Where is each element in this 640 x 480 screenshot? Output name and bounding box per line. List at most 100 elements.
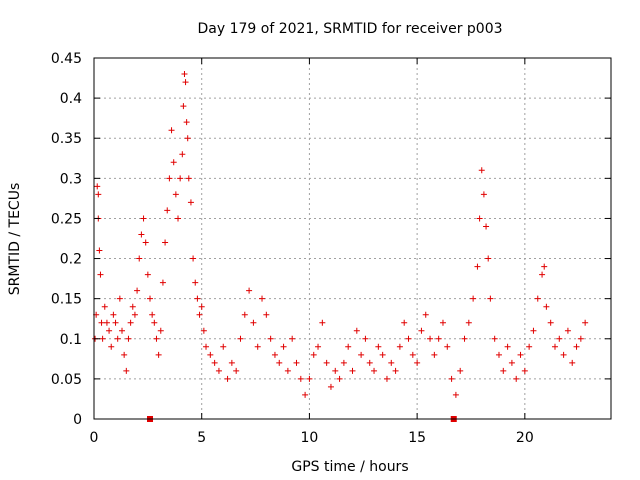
data-point [526,343,533,350]
plot-frame [93,57,612,420]
data-point [569,359,576,366]
data-point [414,359,421,366]
data-point [297,375,304,382]
data-point [504,343,511,350]
grid-lines [94,58,611,419]
data-point [116,295,123,302]
data-point [162,239,169,246]
data-point [577,335,584,342]
data-point [224,375,231,382]
data-point [119,327,126,334]
data-point [476,215,483,222]
data-point [215,367,222,374]
data-point [184,135,191,142]
data-point [439,319,446,326]
data-point [203,343,210,350]
data-point [250,319,257,326]
data-point [198,303,205,310]
data-point [461,335,468,342]
data-point [267,335,274,342]
data-point [483,223,490,230]
data-point [556,335,563,342]
y-tick-label: 0.35 [51,131,82,147]
data-point [480,191,487,198]
data-point [237,335,244,342]
y-tick-label: 0.45 [51,51,82,67]
data-point [179,151,186,158]
data-point [327,383,334,390]
data-point [541,263,548,270]
data-point [233,367,240,374]
data-point [293,359,300,366]
data-point [478,167,485,174]
data-point [241,311,248,318]
data-point [306,375,313,382]
data-point [125,335,132,342]
data-point [573,343,580,350]
data-point [500,367,507,374]
data-point [136,255,143,262]
y-tick-label: 0.3 [60,171,82,187]
data-point [431,351,438,358]
data-point [142,239,149,246]
data-point [336,375,343,382]
data-point [362,335,369,342]
data-point [246,287,253,294]
data-point [495,351,502,358]
data-point [319,319,326,326]
data-point [465,319,472,326]
data-point [551,343,558,350]
data-point [95,191,102,198]
data-point [401,319,408,326]
data-point [375,343,382,350]
data-point [323,359,330,366]
data-point [101,303,108,310]
data-point [175,215,182,222]
data-point [185,175,192,182]
data-point [422,311,429,318]
data-point [547,319,554,326]
data-point [289,335,296,342]
data-point [182,79,189,86]
data-point [149,311,156,318]
data-point [98,319,105,326]
data-point [383,375,390,382]
data-point [405,335,412,342]
y-tick-label: 0.2 [60,252,82,268]
data-point [106,327,113,334]
data-point [157,327,164,334]
data-point [200,327,207,334]
data-point [153,335,160,342]
y-tick-label: 0 [73,412,82,428]
data-point [315,343,322,350]
data-point [276,359,283,366]
data-points [92,71,589,398]
data-point [517,351,524,358]
data-point [302,391,309,398]
data-point [112,319,119,326]
data-point [534,295,541,302]
data-point [131,311,138,318]
data-point [513,375,520,382]
data-point [392,367,399,374]
data-point [166,175,173,182]
data-point [220,343,227,350]
data-point [508,359,515,366]
data-point [164,207,171,214]
y-tick-label: 0.4 [60,91,82,107]
data-point [530,327,537,334]
y-tick-label: 0.05 [51,372,82,388]
axis-ticks [93,57,611,420]
data-point [94,183,101,190]
data-point [379,351,386,358]
x-axis-label: GPS time / hours [291,459,408,475]
data-point [284,367,291,374]
data-point [427,335,434,342]
data-point [138,231,145,238]
y-tick-label: 0.15 [51,292,82,308]
data-point [114,335,121,342]
data-point [259,295,266,302]
data-point [448,375,455,382]
data-point [228,359,235,366]
data-point [147,295,154,302]
